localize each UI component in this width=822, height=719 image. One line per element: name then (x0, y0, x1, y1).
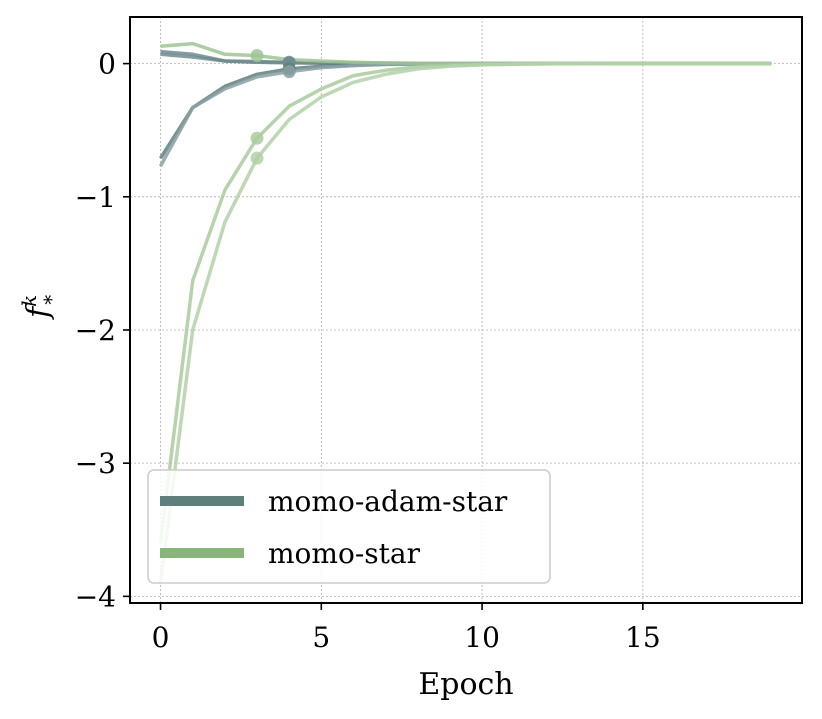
x-tick-label: 15 (625, 621, 661, 654)
y-tick-label: −3 (75, 447, 116, 480)
x-tick-label: 5 (312, 621, 330, 654)
series-marker-momo-star-6 (250, 151, 264, 165)
legend-box (147, 469, 551, 584)
x-tick-label: 10 (464, 621, 500, 654)
x-tick-label: 0 (152, 621, 170, 654)
y-tick-label: −4 (75, 580, 116, 613)
x-axis-label: Epoch (418, 667, 513, 702)
legend: momo-adam-star momo-star (147, 469, 551, 584)
series-line-momo-star-6 (158, 61, 772, 584)
y-tick-label: 0 (98, 48, 116, 81)
y-axis-label-sub: * (39, 295, 63, 305)
series-markers (250, 49, 296, 165)
series-marker-momo-star-5 (250, 131, 264, 145)
series-line-momo-adam-star-3 (158, 61, 772, 168)
series-marker-momo-adam-star-3 (282, 65, 296, 79)
legend-label-momo-star: momo-star (268, 537, 421, 570)
y-axis-label: fk* (17, 295, 63, 320)
series-marker-momo-star-4 (250, 49, 264, 63)
plot-frame (129, 16, 803, 604)
legend-label-momo-adam-star: momo-adam-star (268, 485, 508, 518)
y-tick-label: −2 (75, 314, 116, 347)
axis-ticks: 0 5 10 15 0 −1 −2 −3 −4 (75, 48, 661, 654)
y-axis-label-sup: k (17, 295, 41, 307)
y-tick-label: −1 (75, 181, 116, 214)
svg-text:fk*: fk* (17, 295, 63, 320)
